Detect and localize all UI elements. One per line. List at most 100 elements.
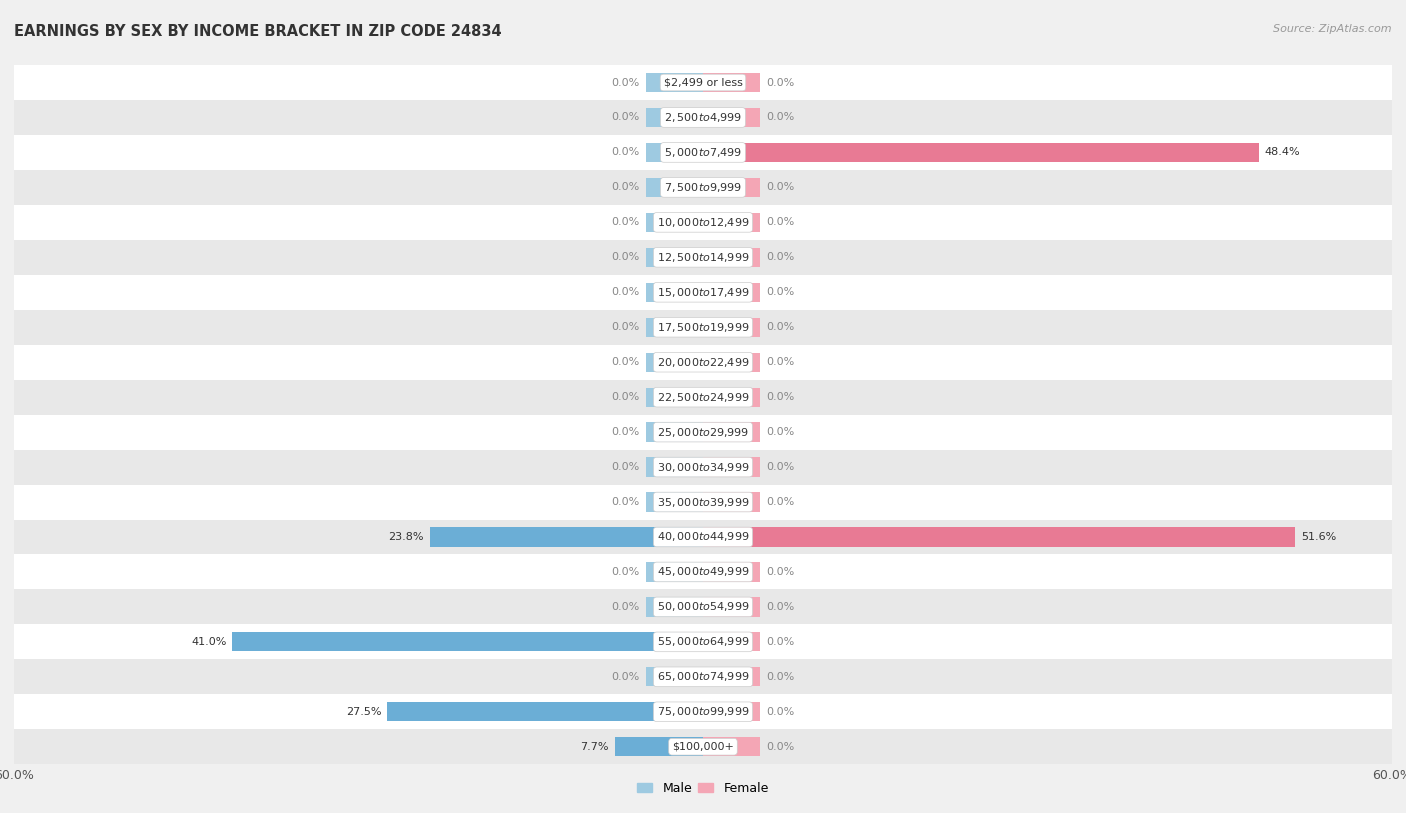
Bar — [703, 667, 761, 686]
Bar — [703, 598, 761, 616]
Text: $5,000 to $7,499: $5,000 to $7,499 — [664, 146, 742, 159]
Bar — [14, 624, 1392, 659]
Bar — [14, 65, 1392, 100]
Bar — [645, 283, 703, 302]
Bar — [703, 702, 761, 721]
Bar — [14, 554, 1392, 589]
Bar — [14, 275, 1392, 310]
Text: 0.0%: 0.0% — [766, 567, 794, 577]
Text: 0.0%: 0.0% — [612, 322, 640, 333]
Text: $15,000 to $17,499: $15,000 to $17,499 — [657, 286, 749, 298]
Bar — [14, 345, 1392, 380]
Bar — [14, 380, 1392, 415]
Legend: Male, Female: Male, Female — [633, 777, 773, 800]
Text: $65,000 to $74,999: $65,000 to $74,999 — [657, 671, 749, 683]
Text: 0.0%: 0.0% — [612, 182, 640, 193]
Text: $10,000 to $12,499: $10,000 to $12,499 — [657, 216, 749, 228]
Bar — [645, 458, 703, 476]
Text: 0.0%: 0.0% — [766, 252, 794, 263]
Bar — [645, 353, 703, 372]
Text: $12,500 to $14,999: $12,500 to $14,999 — [657, 251, 749, 263]
Text: 0.0%: 0.0% — [766, 741, 794, 752]
Bar — [703, 563, 761, 581]
Bar — [703, 73, 761, 92]
Text: $50,000 to $54,999: $50,000 to $54,999 — [657, 601, 749, 613]
Text: $40,000 to $44,999: $40,000 to $44,999 — [657, 531, 749, 543]
Bar — [645, 108, 703, 127]
Bar — [703, 178, 761, 197]
Bar — [645, 318, 703, 337]
Bar — [14, 729, 1392, 764]
Text: 0.0%: 0.0% — [766, 497, 794, 507]
Bar — [645, 423, 703, 441]
Text: $25,000 to $29,999: $25,000 to $29,999 — [657, 426, 749, 438]
Text: $20,000 to $22,499: $20,000 to $22,499 — [657, 356, 749, 368]
Bar — [14, 170, 1392, 205]
Bar — [703, 108, 761, 127]
Text: 0.0%: 0.0% — [766, 637, 794, 647]
Text: 0.0%: 0.0% — [612, 427, 640, 437]
Bar — [703, 458, 761, 476]
Bar — [14, 310, 1392, 345]
Bar — [645, 73, 703, 92]
Text: 48.4%: 48.4% — [1264, 147, 1301, 158]
Text: $55,000 to $64,999: $55,000 to $64,999 — [657, 636, 749, 648]
Text: $30,000 to $34,999: $30,000 to $34,999 — [657, 461, 749, 473]
Bar — [14, 589, 1392, 624]
Text: $2,499 or less: $2,499 or less — [664, 77, 742, 88]
Bar — [232, 633, 703, 651]
Text: 23.8%: 23.8% — [388, 532, 425, 542]
Text: 0.0%: 0.0% — [612, 252, 640, 263]
Bar — [703, 213, 761, 232]
Bar — [14, 240, 1392, 275]
Bar — [703, 388, 761, 406]
Text: $22,500 to $24,999: $22,500 to $24,999 — [657, 391, 749, 403]
Bar — [14, 450, 1392, 485]
Text: $100,000+: $100,000+ — [672, 741, 734, 752]
Text: 51.6%: 51.6% — [1301, 532, 1337, 542]
Text: 0.0%: 0.0% — [612, 672, 640, 682]
Bar — [387, 702, 703, 721]
Bar — [645, 493, 703, 511]
Text: 0.0%: 0.0% — [612, 112, 640, 123]
Text: 0.0%: 0.0% — [766, 392, 794, 402]
Bar — [645, 248, 703, 267]
Text: 0.0%: 0.0% — [766, 357, 794, 367]
Bar — [14, 205, 1392, 240]
Bar — [14, 415, 1392, 450]
Text: 0.0%: 0.0% — [766, 112, 794, 123]
Bar — [430, 528, 703, 546]
Text: 0.0%: 0.0% — [766, 217, 794, 228]
Text: 7.7%: 7.7% — [581, 741, 609, 752]
Text: 0.0%: 0.0% — [766, 602, 794, 612]
Bar — [645, 143, 703, 162]
Text: 0.0%: 0.0% — [766, 427, 794, 437]
Bar — [645, 563, 703, 581]
Text: 0.0%: 0.0% — [766, 77, 794, 88]
Bar — [14, 659, 1392, 694]
Bar — [703, 353, 761, 372]
Text: $75,000 to $99,999: $75,000 to $99,999 — [657, 706, 749, 718]
Text: 0.0%: 0.0% — [766, 462, 794, 472]
Bar — [703, 633, 761, 651]
Bar — [703, 143, 1258, 162]
Text: $35,000 to $39,999: $35,000 to $39,999 — [657, 496, 749, 508]
Text: 0.0%: 0.0% — [612, 392, 640, 402]
Text: 0.0%: 0.0% — [612, 462, 640, 472]
Text: 0.0%: 0.0% — [612, 217, 640, 228]
Bar — [703, 248, 761, 267]
Text: 0.0%: 0.0% — [766, 322, 794, 333]
Text: 0.0%: 0.0% — [612, 77, 640, 88]
Text: 0.0%: 0.0% — [766, 287, 794, 298]
Bar — [645, 598, 703, 616]
Bar — [645, 213, 703, 232]
Bar — [703, 318, 761, 337]
Text: 0.0%: 0.0% — [612, 602, 640, 612]
Bar — [645, 667, 703, 686]
Text: 0.0%: 0.0% — [766, 706, 794, 717]
Bar — [703, 283, 761, 302]
Bar — [645, 178, 703, 197]
Text: EARNINGS BY SEX BY INCOME BRACKET IN ZIP CODE 24834: EARNINGS BY SEX BY INCOME BRACKET IN ZIP… — [14, 24, 502, 39]
Text: 0.0%: 0.0% — [612, 357, 640, 367]
Text: Source: ZipAtlas.com: Source: ZipAtlas.com — [1274, 24, 1392, 34]
